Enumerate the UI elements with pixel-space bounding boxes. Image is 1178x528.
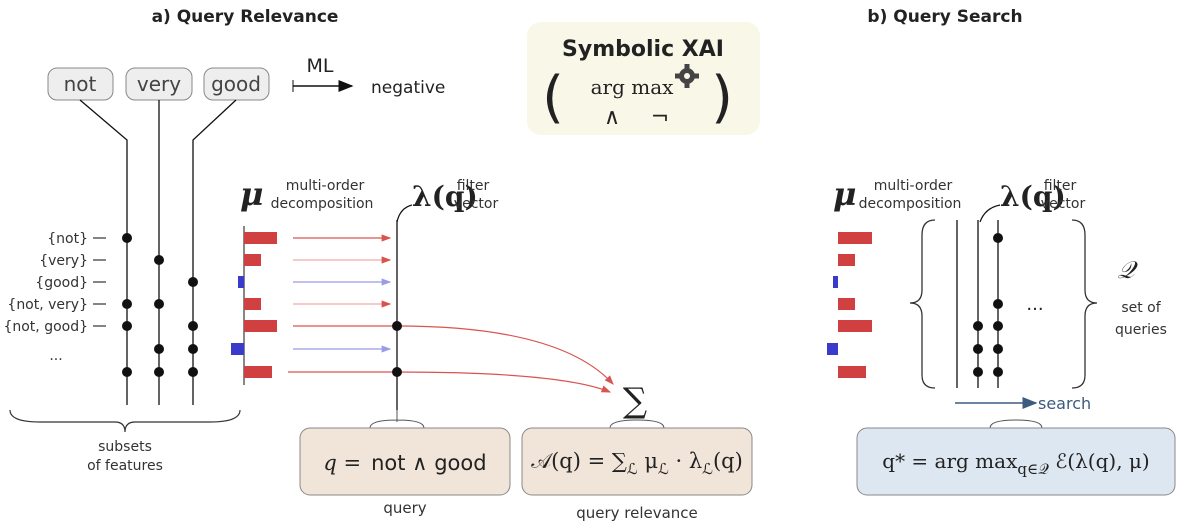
query-dots	[973, 233, 1003, 377]
feature-lines	[79, 99, 237, 405]
subset-label: {good}	[35, 275, 88, 291]
lambda-caption: filter	[1044, 178, 1077, 194]
query-formula: q = not ∧ good	[323, 451, 486, 475]
output-label: negative	[371, 78, 445, 98]
xai-not: ¬	[651, 105, 669, 130]
more-queries: ...	[1026, 294, 1043, 315]
feature-line	[79, 99, 128, 405]
search-formula: q* = arg maxq∈𝒬 ℰ(λ(q), μ)	[882, 449, 1149, 478]
formula-part: q =	[323, 451, 361, 475]
queries-caption: queries	[1115, 322, 1167, 338]
lambda-caption: filter	[457, 178, 490, 194]
brace	[369, 410, 425, 429]
query-braces	[909, 219, 1098, 389]
sum-symbol: ∑	[623, 381, 647, 421]
lambda-dot	[392, 321, 402, 331]
paren: (	[542, 65, 564, 130]
feature-line	[192, 99, 237, 405]
mu-caption: decomposition	[859, 196, 962, 212]
lambda-caption: vector	[1041, 196, 1086, 212]
connector	[396, 204, 413, 223]
queries-symbol: 𝒬	[1117, 256, 1138, 284]
xai-and: ∧	[604, 105, 620, 130]
bars	[827, 232, 872, 378]
queries-caption: set of	[1121, 300, 1161, 316]
mu-caption: decomposition	[271, 196, 374, 212]
paren: )	[711, 65, 733, 130]
xai-box	[527, 22, 760, 135]
subset-dots	[122, 233, 198, 377]
formula-part: 𝒜(q) = ∑	[531, 449, 627, 473]
formula-part: μ	[638, 449, 658, 473]
gear-icon	[675, 64, 699, 88]
flow-arrows	[288, 234, 614, 393]
formula-part: not ∧ good	[371, 451, 486, 475]
formula-sub: q∈𝒬	[1017, 460, 1049, 478]
tokens: not very good	[47, 67, 270, 101]
mu-symbol: μ	[833, 175, 856, 213]
lambda-dot	[392, 367, 402, 377]
lambda-symbol: λ(q)	[412, 180, 478, 213]
brace	[989, 419, 1043, 429]
relevance-box	[521, 427, 753, 496]
query-lines	[956, 220, 999, 388]
connector	[979, 204, 1001, 223]
subsets-caption: subsets	[98, 439, 152, 455]
query-caption: query	[383, 499, 426, 517]
formula-part: ℰ(λ(q), μ)	[1049, 449, 1150, 473]
panel-title: b) Query Search	[867, 7, 1022, 27]
formula-sub: ℒ	[702, 460, 713, 478]
xai-argmax: arg max	[591, 75, 675, 99]
subset-label: ...	[49, 348, 62, 364]
formula-part: q* = arg max	[882, 449, 1018, 473]
formula-part: (q)	[713, 449, 743, 473]
lambda-symbol: λ(q)	[1000, 180, 1066, 213]
ml-label: ML	[307, 55, 334, 77]
token: very	[137, 72, 181, 96]
formula-sub: ℒ	[627, 460, 638, 478]
panel-title: a) Query Relevance	[152, 7, 339, 27]
xai-title: Symbolic XAI	[562, 37, 724, 62]
formula-part: · λ	[669, 449, 702, 473]
token: good	[211, 72, 261, 96]
relevance-formula: 𝒜(q) = ∑ℒ μℒ · λℒ(q)	[531, 449, 743, 478]
lambda-caption: vector	[454, 196, 499, 212]
relevance-caption: query relevance	[576, 504, 698, 522]
query-box	[299, 427, 511, 496]
token-box	[203, 67, 270, 101]
subset-labels: {not} {very} {good} {not, very} {not, go…	[3, 231, 106, 364]
mu-symbol: μ	[240, 175, 263, 213]
search-label: search	[1038, 394, 1091, 413]
mu-caption: multi-order	[286, 178, 365, 194]
search-box	[856, 427, 1176, 496]
subset-label: {not, very}	[7, 297, 88, 313]
subsets-caption: of features	[87, 458, 163, 474]
subset-label: {very}	[39, 253, 88, 269]
formula-sub: ℒ	[658, 460, 669, 478]
token: not	[64, 72, 97, 96]
brace	[9, 409, 241, 433]
brace	[609, 419, 665, 429]
subset-label: {not}	[47, 231, 88, 247]
bars	[231, 232, 277, 378]
mu-caption: multi-order	[874, 178, 953, 194]
subset-label: {not, good}	[3, 319, 88, 335]
